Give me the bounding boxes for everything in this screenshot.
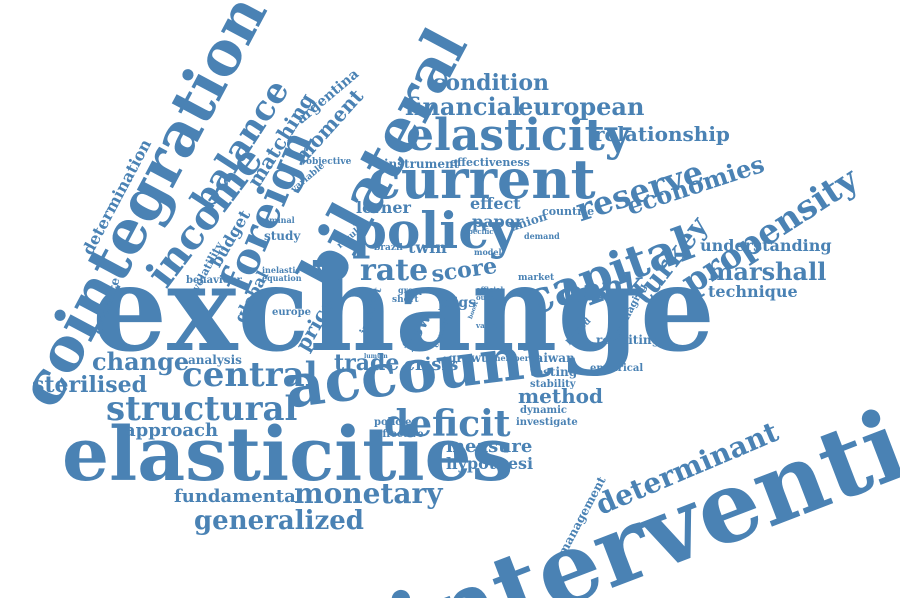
word-rate: rate [360, 253, 429, 288]
word-effective: effective [376, 429, 424, 440]
word-short: short [392, 295, 419, 305]
word-growth: growth [448, 351, 496, 365]
word-current: current [368, 147, 596, 211]
word-effect: effect [470, 194, 521, 213]
word-behaviour: behaviour [186, 275, 242, 286]
word-understanding: understanding [700, 236, 832, 255]
word-official: official [476, 285, 504, 294]
word-measure: measure [446, 436, 533, 457]
word-objective: objective [306, 157, 352, 167]
word-exchange: exchange [92, 239, 715, 378]
word-piigs: piigs [438, 295, 477, 311]
word-stability: stability [530, 379, 576, 390]
word-dynamic: dynamic [520, 405, 568, 416]
word-change: change [92, 347, 190, 376]
word-approach: approach [124, 420, 219, 441]
word-financial: financial [405, 92, 522, 121]
word-market: market [518, 273, 555, 283]
word-nominal: nominal [258, 215, 295, 225]
word-elasticities: elasticities [62, 412, 514, 498]
word-specific: specific [464, 227, 494, 236]
word-technique: technique [708, 282, 798, 301]
word-hypothesi: hypothesi [446, 454, 534, 473]
word-inelastic: inelastic [262, 265, 301, 275]
word-paper: paper [472, 212, 524, 231]
word-monetary: monetary [294, 477, 443, 510]
word-lumum: lumum [364, 353, 388, 360]
word-crisis: crisis [404, 354, 459, 375]
word-empirical: empirical [590, 363, 644, 374]
word-demand: demand [524, 231, 560, 241]
word-central: central [182, 355, 318, 395]
word-generalized: generalized [194, 506, 364, 536]
word-equation: equation [262, 273, 302, 283]
word-europe: europe [272, 307, 311, 318]
word-testing: testing [530, 365, 578, 379]
word-study: study [264, 229, 301, 243]
word-european: european [518, 92, 645, 121]
word-structural: structural [106, 389, 298, 429]
word-fundamental: fundamental [174, 486, 303, 507]
word-trade: trade [334, 350, 400, 376]
word-deficit: deficit [384, 403, 511, 445]
word-various: various [476, 321, 505, 330]
word-marshall: marshall [708, 257, 827, 286]
word-condition: condition [432, 70, 549, 96]
word-lerner: lerner [356, 198, 411, 217]
word-twin: twin [408, 238, 447, 257]
word-taiwan: taiwan [530, 351, 575, 365]
word-countrie: countrie [542, 205, 595, 218]
word-brazil: brazil [374, 243, 403, 253]
word-sterilised: sterilised [32, 372, 147, 398]
word-relationship: relationship [594, 122, 730, 146]
word-analysis: analysis [188, 353, 242, 367]
word-effectiveness: effectiveness [450, 156, 530, 169]
word-member: member [492, 353, 529, 363]
word-elasticity: elasticity [406, 110, 631, 161]
word-policies: policies [374, 417, 418, 428]
word-output: output [476, 293, 503, 302]
word-revisiting: revisiting [596, 333, 661, 347]
word-model: model [474, 247, 502, 257]
word-group: group [398, 285, 425, 295]
word-investigate: investigate [516, 417, 578, 428]
word-instrument: instrument [384, 157, 460, 171]
word-method: method [518, 384, 603, 408]
word-policy: policy [352, 201, 518, 260]
